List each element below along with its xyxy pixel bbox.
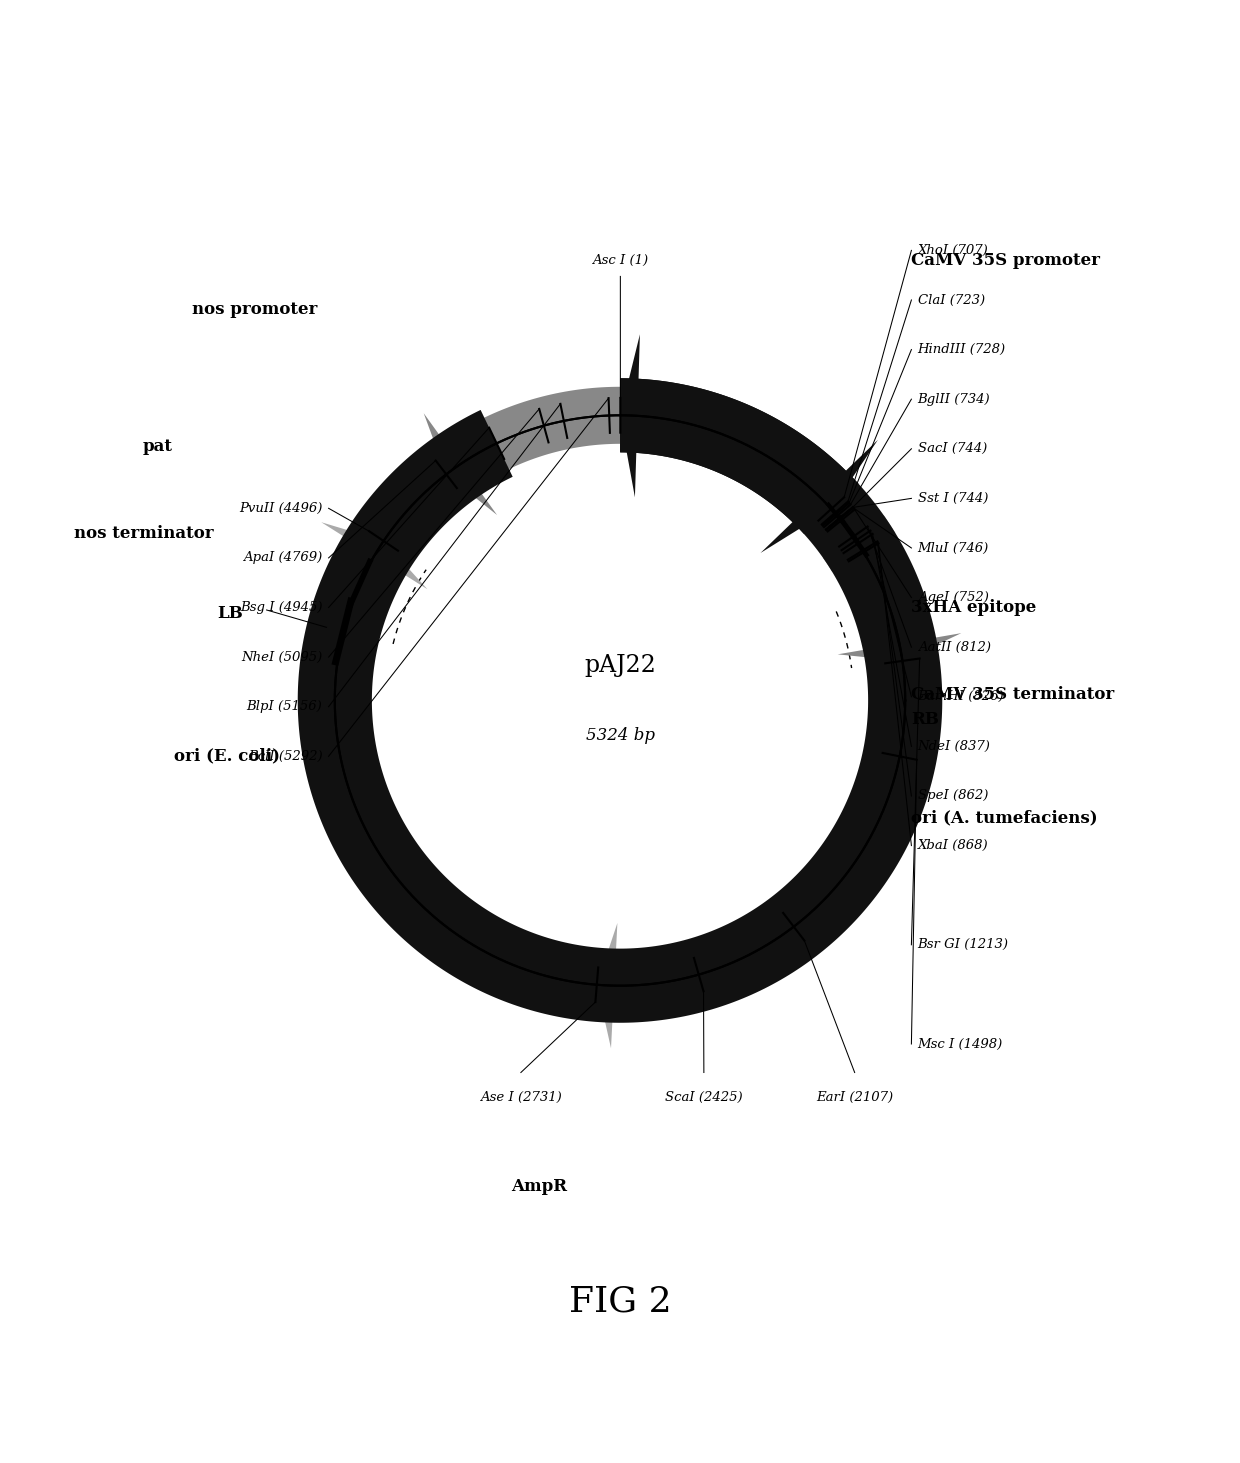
Polygon shape <box>776 751 928 949</box>
Polygon shape <box>594 904 811 1014</box>
Text: PvuII (4496): PvuII (4496) <box>239 502 322 515</box>
Polygon shape <box>823 515 895 572</box>
Text: BlpI (5156): BlpI (5156) <box>247 701 322 712</box>
Polygon shape <box>306 386 934 1014</box>
Text: BclI (5292): BclI (5292) <box>248 751 322 762</box>
Text: AmpR: AmpR <box>511 1178 568 1195</box>
Text: ClaI (723): ClaI (723) <box>918 294 985 306</box>
Text: AatII (812): AatII (812) <box>918 641 991 654</box>
Text: MluI (746): MluI (746) <box>918 541 988 554</box>
Text: BglII (734): BglII (734) <box>918 392 991 405</box>
Text: pAJ22: pAJ22 <box>584 654 656 677</box>
Text: SacI (744): SacI (744) <box>918 442 987 455</box>
Text: SpeI (862): SpeI (862) <box>918 790 988 803</box>
Text: ApaI (4769): ApaI (4769) <box>243 552 322 565</box>
Text: NdeI (837): NdeI (837) <box>918 740 991 753</box>
Text: nos promoter: nos promoter <box>192 301 317 319</box>
Text: AgeI (752): AgeI (752) <box>918 591 988 604</box>
Polygon shape <box>306 525 599 1014</box>
Polygon shape <box>424 413 497 515</box>
Polygon shape <box>620 335 640 497</box>
Text: Bsg I (4945): Bsg I (4945) <box>239 601 322 614</box>
Text: Msc I (1498): Msc I (1498) <box>918 1037 1003 1050</box>
Text: nos terminator: nos terminator <box>74 525 215 541</box>
Text: XbaI (868): XbaI (868) <box>918 840 988 851</box>
Text: RB: RB <box>911 711 939 727</box>
Text: 3xHA epitope: 3xHA epitope <box>911 598 1037 616</box>
Text: ori (E. coli): ori (E. coli) <box>174 748 279 765</box>
Text: Asc I (1): Asc I (1) <box>593 253 649 266</box>
Polygon shape <box>760 440 878 553</box>
Polygon shape <box>334 525 407 595</box>
Text: EarI (2107): EarI (2107) <box>816 1091 893 1105</box>
Text: pat: pat <box>143 437 172 455</box>
Text: Bsr GI (1213): Bsr GI (1213) <box>918 938 1008 951</box>
Text: Sst I (744): Sst I (744) <box>918 492 988 505</box>
Text: ori (A. tumefaciens): ori (A. tumefaciens) <box>911 811 1099 827</box>
Text: NheI (5095): NheI (5095) <box>241 651 322 664</box>
Polygon shape <box>620 379 859 534</box>
Polygon shape <box>298 379 942 1023</box>
Text: CaMV 35S promoter: CaMV 35S promoter <box>911 252 1100 269</box>
Polygon shape <box>838 633 961 661</box>
Polygon shape <box>321 522 428 590</box>
Text: Ase I (2731): Ase I (2731) <box>480 1091 562 1105</box>
Text: 5324 bp: 5324 bp <box>585 727 655 743</box>
Text: XhoI (707): XhoI (707) <box>918 244 988 257</box>
Text: FIG 2: FIG 2 <box>569 1285 671 1320</box>
Polygon shape <box>596 923 618 1049</box>
Text: LB: LB <box>217 606 243 622</box>
Text: CaMV 35S terminator: CaMV 35S terminator <box>911 686 1115 702</box>
Text: ScaI (2425): ScaI (2425) <box>665 1091 743 1105</box>
Text: HindIII (728): HindIII (728) <box>918 344 1006 356</box>
Polygon shape <box>839 537 931 664</box>
Text: BamHI (826): BamHI (826) <box>918 691 1004 704</box>
